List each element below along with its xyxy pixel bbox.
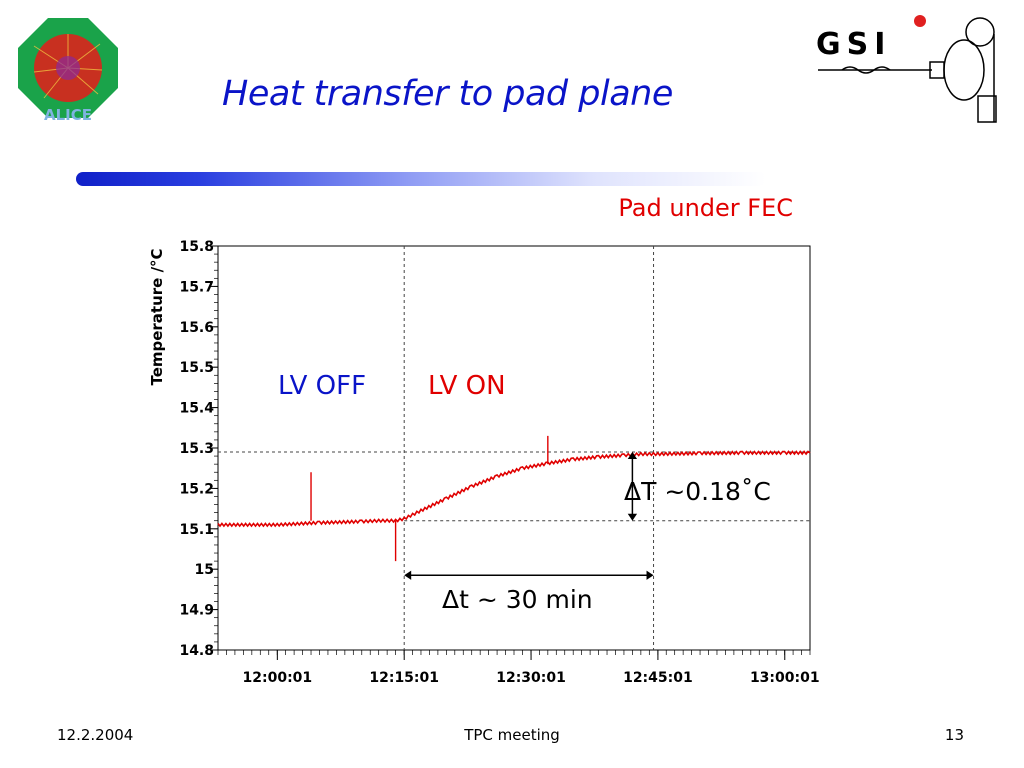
chart-svg: 15.8 15.7 15.6 15.5 15.4 15.3 15.2 15.1 15 14.9 14… xyxy=(148,194,820,686)
y-tick-label: 14.9 xyxy=(179,603,214,619)
alice-logo: ALICE xyxy=(18,18,118,124)
annotation-lv-off: LV OFF xyxy=(278,371,366,401)
footer-date: 12.2.2004 xyxy=(57,726,134,744)
y-tick-label: 15.8 xyxy=(179,239,214,255)
x-tick-label: 13:00:01 xyxy=(750,670,820,686)
delta-temperature-arrow-head-down xyxy=(627,513,638,521)
delta-time-arrow-head-left xyxy=(404,570,412,580)
x-tick-label: 12:00:01 xyxy=(243,670,313,686)
x-tick-label: 12:15:01 xyxy=(369,670,439,686)
title-underline-bar xyxy=(76,172,766,186)
page-title: Heat transfer to pad plane xyxy=(222,74,673,114)
y-tick-label: 15.2 xyxy=(179,481,214,497)
gsi-logo-text: GSI xyxy=(816,27,891,62)
gsi-logo: GSI xyxy=(816,15,997,123)
temperature-series-line xyxy=(217,450,811,528)
delta-time-arrow-head-right xyxy=(646,570,654,580)
x-tick-label: 12:45:01 xyxy=(623,670,693,686)
temperature-chart: 15.8 15.7 15.6 15.5 15.4 15.3 15.2 15.1 15 14.9 14… xyxy=(130,194,820,692)
alice-logo-text: ALICE xyxy=(44,106,92,124)
gsi-dot-icon xyxy=(914,15,926,27)
annotation-lv-on: LV ON xyxy=(428,371,506,401)
page-number: 13 xyxy=(944,726,964,744)
y-tick-label: 14.8 xyxy=(179,643,214,659)
footer-meeting: TPC meeting xyxy=(464,726,560,744)
y-tick-label: 15.5 xyxy=(179,360,214,376)
y-tick-label: 15.3 xyxy=(179,441,214,457)
y-tick-label: 15.7 xyxy=(179,279,214,295)
chart-title: Pad under FEC xyxy=(618,194,793,222)
y-tick-label: 15.6 xyxy=(179,320,214,336)
annotation-delta-temperature: ΔT ~0.18˚C xyxy=(624,477,771,506)
gsi-accelerator-icon xyxy=(818,17,997,123)
x-tick-label: 12:30:01 xyxy=(496,670,566,686)
annotation-delta-time: Δt ~ 30 min xyxy=(442,585,593,614)
y-tick-label: 15.4 xyxy=(179,401,214,417)
delta-temperature-arrow-head-up xyxy=(627,452,638,460)
y-tick-label: 15 xyxy=(195,562,214,578)
y-tick-label: 15.1 xyxy=(179,522,214,538)
y-axis-label: Temperature /°C xyxy=(148,248,166,385)
